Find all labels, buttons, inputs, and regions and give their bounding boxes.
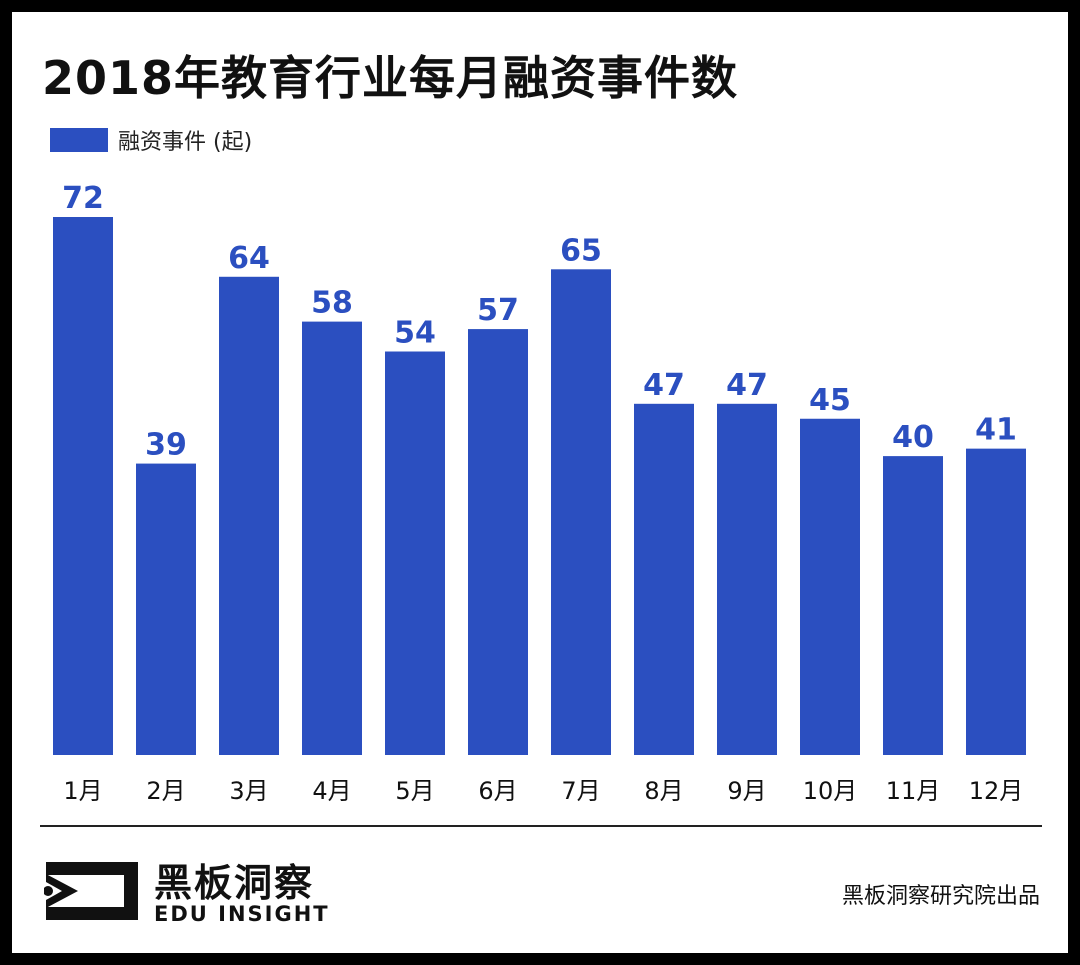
- brand-name-cn: 黑板洞察: [154, 861, 315, 905]
- data-label-3: 64: [228, 241, 270, 276]
- bar-6: [468, 329, 528, 755]
- data-label-1: 72: [62, 181, 104, 216]
- eye-logo-icon: [44, 862, 138, 920]
- bar-1: [53, 217, 113, 755]
- bar-3: [219, 276, 279, 755]
- bar-10: [800, 418, 860, 755]
- legend-label: 融资事件 (起): [118, 130, 253, 155]
- x-tick-label-9: 9月: [727, 777, 766, 805]
- data-label-11: 40: [892, 420, 934, 455]
- legend: 融资事件 (起): [50, 124, 252, 156]
- x-tick-label-5: 5月: [395, 777, 434, 805]
- x-tick-label-2: 2月: [146, 777, 185, 805]
- bar-chart: 72 1月 39 2月 64 3月 58 4月 54 5月 57 6月 65 7月 47 8月 47 9月 45 10…: [53, 181, 1026, 805]
- data-label-9: 47: [726, 368, 768, 403]
- data-label-7: 65: [560, 233, 602, 268]
- x-tick-label-6: 6月: [478, 777, 517, 805]
- x-tick-label-3: 3月: [229, 777, 268, 805]
- x-tick-label-7: 7月: [561, 777, 600, 805]
- legend-swatch: [50, 128, 108, 152]
- data-label-5: 54: [394, 316, 436, 351]
- bar-9: [717, 403, 777, 755]
- bar-8: [634, 403, 694, 755]
- chart-title: 2018年教育行业每月融资事件数: [42, 51, 739, 105]
- x-tick-label-1: 1月: [63, 777, 102, 805]
- bar-7: [551, 269, 611, 755]
- x-tick-label-11: 11月: [886, 777, 941, 805]
- bar-2: [136, 463, 196, 755]
- data-label-2: 39: [145, 428, 187, 463]
- bar-5: [385, 351, 445, 755]
- bar-11: [883, 456, 943, 755]
- data-label-8: 47: [643, 368, 685, 403]
- data-label-6: 57: [477, 293, 519, 328]
- chart-card: 2018年教育行业每月融资事件数 融资事件 (起) 72 1月 39 2月 64 3月 58…: [12, 12, 1068, 953]
- x-tick-label-8: 8月: [644, 777, 683, 805]
- x-tick-label-4: 4月: [312, 777, 351, 805]
- brand-name-en: EDU INSIGHT: [154, 902, 330, 926]
- data-label-10: 45: [809, 383, 851, 418]
- data-label-4: 58: [311, 286, 353, 321]
- footer-divider: [40, 825, 1042, 827]
- source-credit: 黑板洞察研究院出品: [841, 884, 1040, 909]
- x-tick-label-10: 10月: [803, 777, 858, 805]
- bar-4: [302, 321, 362, 755]
- data-label-12: 41: [975, 413, 1017, 448]
- bar-12: [966, 448, 1026, 755]
- x-tick-label-12: 12月: [969, 777, 1024, 805]
